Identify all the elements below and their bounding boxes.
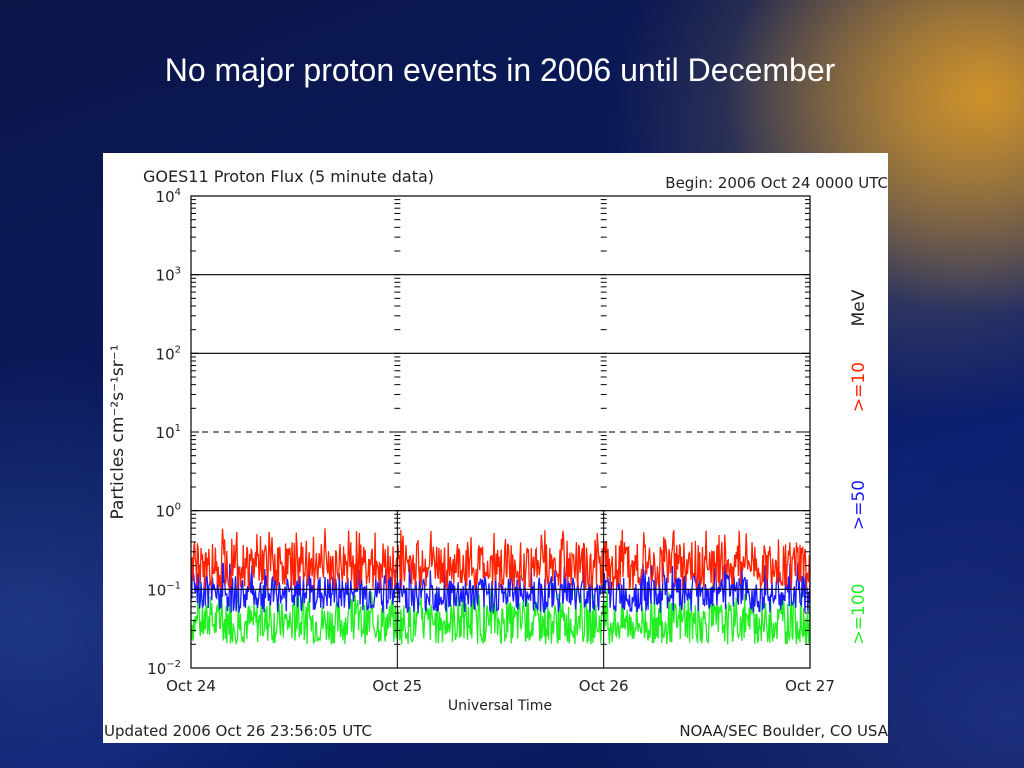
legend-unit-mev: MeV — [849, 289, 869, 326]
legend-series-100: >=100 — [849, 584, 869, 645]
legend-series-10: >=10 — [849, 362, 869, 412]
series-line-2 — [190, 589, 811, 645]
y-tick-label: 103 — [156, 266, 181, 285]
y-tick-label: 10−1 — [147, 580, 181, 599]
footer-source: NOAA/SEC Boulder, CO USA — [679, 722, 888, 740]
begin-label: Begin: 2006 Oct 24 0000 UTC — [665, 174, 888, 192]
x-axis-label: Universal Time — [448, 698, 552, 714]
series-line-0 — [190, 528, 811, 591]
y-tick-label: 102 — [156, 344, 181, 363]
y-tick-labels: 104 103 102 101 100 10−1 10−2 — [147, 187, 181, 678]
data-series-layer — [190, 528, 811, 645]
chart-panel: GOES11 Proton Flux (5 minute data) Begin… — [103, 153, 888, 743]
y-tick-label: 100 — [156, 502, 181, 521]
x-tick-label: Oct 27 — [785, 677, 835, 695]
x-tick-label: Oct 24 — [166, 677, 216, 695]
chart-title: GOES11 Proton Flux (5 minute data) — [143, 167, 434, 186]
y-axis-label: Particles cm⁻²s⁻¹sr⁻¹ — [108, 344, 128, 519]
proton-flux-chart: GOES11 Proton Flux (5 minute data) Begin… — [104, 167, 888, 740]
slide-title: No major proton events in 2006 until Dec… — [164, 52, 836, 88]
y-tick-label: 101 — [156, 423, 181, 442]
x-tick-label: Oct 26 — [579, 677, 629, 695]
series-line-1 — [190, 562, 811, 614]
y-tick-label: 10−2 — [147, 659, 181, 678]
plot-frame — [190, 195, 811, 669]
y-tick-label: 104 — [156, 187, 181, 206]
legend-series-50: >=50 — [849, 480, 869, 530]
x-tick-label: Oct 25 — [372, 677, 422, 695]
x-tick-labels: Oct 24 Oct 25 Oct 26 Oct 27 — [166, 677, 835, 695]
footer-updated: Updated 2006 Oct 26 23:56:05 UTC — [104, 722, 372, 740]
tick-layer — [191, 199, 810, 669]
grid-layer — [191, 274, 810, 590]
